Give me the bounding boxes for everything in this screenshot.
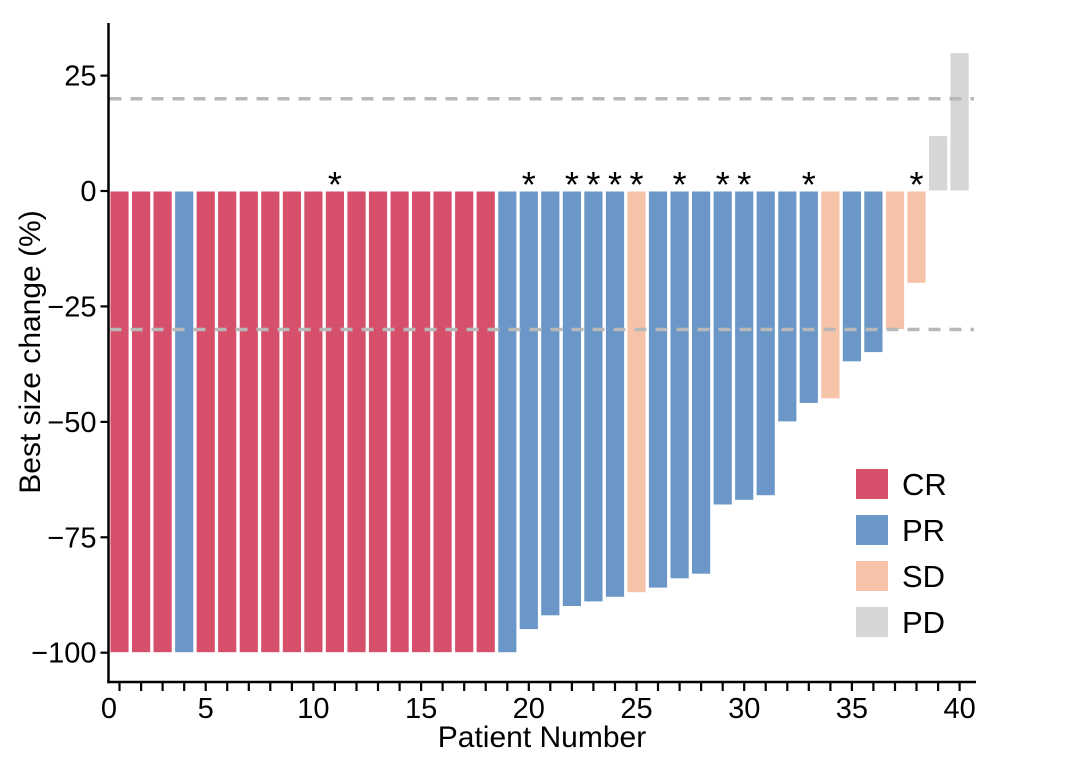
x-tick-label: 15 bbox=[405, 693, 437, 725]
y-tick-label: 0 bbox=[80, 176, 96, 208]
bar bbox=[561, 190, 582, 607]
asterisk-annotation: * bbox=[522, 164, 536, 205]
bar bbox=[281, 190, 302, 654]
bar bbox=[906, 190, 927, 284]
bar bbox=[798, 190, 819, 404]
bar bbox=[152, 190, 173, 654]
asterisk-annotation: * bbox=[608, 164, 622, 205]
bar bbox=[604, 190, 626, 598]
bar bbox=[928, 135, 949, 192]
bar bbox=[626, 190, 647, 594]
asterisk-annotation: * bbox=[328, 164, 342, 205]
bar bbox=[109, 190, 130, 654]
bar bbox=[863, 190, 884, 354]
bar bbox=[217, 190, 238, 654]
legend-label: PD bbox=[902, 605, 945, 640]
bar bbox=[367, 190, 389, 654]
bar bbox=[841, 190, 862, 363]
x-tick-label: 0 bbox=[101, 693, 117, 725]
bar bbox=[303, 190, 324, 654]
legend: CR PR SD PD bbox=[856, 467, 947, 640]
x-tick-label: 35 bbox=[836, 693, 868, 725]
bar bbox=[884, 190, 906, 330]
bar bbox=[454, 190, 475, 654]
bars-group bbox=[109, 52, 970, 654]
x-tick-label: 40 bbox=[943, 693, 975, 725]
y-axis-title: Best size change (%) bbox=[14, 210, 47, 493]
y-tick-label: 25 bbox=[64, 61, 96, 93]
bar bbox=[346, 190, 367, 654]
bar bbox=[734, 190, 755, 501]
y-tick-label: −50 bbox=[47, 407, 96, 439]
bar bbox=[195, 190, 216, 654]
reference-lines-group bbox=[109, 96, 974, 332]
y-tick-label: −75 bbox=[47, 522, 96, 554]
bar bbox=[540, 190, 561, 617]
x-tick-label: 10 bbox=[297, 693, 329, 725]
x-tick-label: 25 bbox=[620, 693, 652, 725]
legend-label: SD bbox=[902, 559, 945, 594]
asterisk-annotation: * bbox=[716, 164, 730, 205]
asterisk-annotation: * bbox=[802, 164, 816, 205]
legend-swatch-pd bbox=[856, 607, 888, 637]
bar bbox=[174, 190, 195, 654]
x-tick-label: 20 bbox=[513, 693, 545, 725]
bar bbox=[260, 190, 281, 654]
bar bbox=[820, 190, 841, 400]
y-tick-label: −25 bbox=[47, 291, 96, 323]
legend-swatch-pr bbox=[856, 515, 888, 545]
bar bbox=[647, 190, 669, 589]
x-tick-label: 30 bbox=[728, 693, 760, 725]
asterisk-annotations-group: * * * * * * * * * * * bbox=[328, 164, 924, 205]
bar bbox=[131, 190, 152, 654]
asterisk-annotation: * bbox=[586, 164, 600, 205]
bar bbox=[324, 190, 345, 654]
bar bbox=[238, 190, 259, 654]
bar bbox=[712, 190, 733, 506]
legend-swatch-cr bbox=[856, 469, 888, 499]
bar bbox=[949, 52, 970, 192]
asterisk-annotation: * bbox=[629, 164, 643, 205]
bar bbox=[432, 190, 453, 654]
bar bbox=[389, 190, 410, 654]
asterisk-annotation: * bbox=[673, 164, 687, 205]
bar bbox=[777, 190, 798, 423]
bar bbox=[669, 190, 690, 580]
asterisk-annotation: * bbox=[565, 164, 579, 205]
bar bbox=[755, 190, 776, 497]
y-tick-label: −100 bbox=[31, 638, 96, 670]
x-tick-label: 5 bbox=[198, 693, 214, 725]
asterisk-annotation: * bbox=[909, 164, 923, 205]
bar bbox=[411, 190, 432, 654]
bar bbox=[691, 190, 712, 575]
asterisk-annotation: * bbox=[737, 164, 751, 205]
legend-label: CR bbox=[902, 467, 947, 502]
legend-label: PR bbox=[902, 513, 945, 548]
legend-swatch-sd bbox=[856, 561, 888, 591]
bar bbox=[497, 190, 518, 654]
bar bbox=[475, 190, 496, 654]
bar bbox=[583, 190, 604, 603]
x-axis-title: Patient Number bbox=[438, 721, 646, 754]
bar bbox=[518, 190, 539, 631]
